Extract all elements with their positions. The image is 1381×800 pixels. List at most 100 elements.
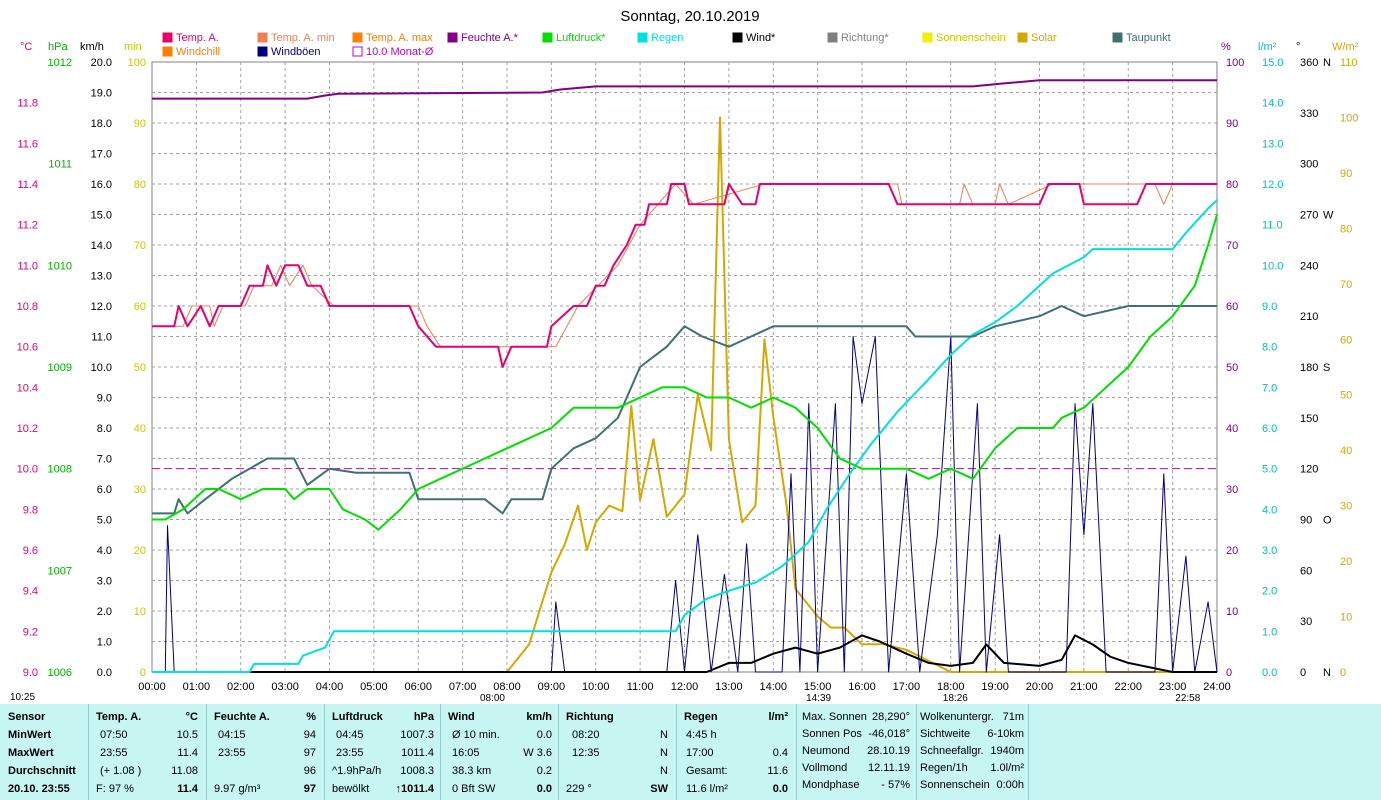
legend-swatch — [352, 46, 363, 57]
x-axis: 00:00 01:00 02:00 03:00 04:00 05:00 06:00 07:00… — [10, 681, 1231, 704]
tick-label-wm2: 0 — [1340, 667, 1346, 679]
tick-label-x: 17:00 — [893, 681, 921, 693]
cell: (+ 1.08 ) — [100, 765, 142, 777]
tick-label-x: 09:00 — [538, 681, 566, 693]
row-label: Durchschnitt — [8, 765, 76, 777]
unit-kmh: km/h — [80, 41, 104, 53]
hdr-druck-unit: hPa — [413, 711, 434, 723]
cell: Ø 10 min. — [452, 729, 500, 741]
tick-label-kmh: 7.0 — [97, 454, 112, 466]
cell: 0.0 — [536, 729, 552, 741]
marker-moon: 22:58 — [1175, 693, 1200, 704]
tick-label-kmh: 12.0 — [91, 301, 112, 313]
tick-label-kmh: 20.0 — [91, 57, 112, 69]
tick-label-deg: 330 — [1300, 108, 1318, 120]
cell: N — [660, 765, 668, 777]
tick-label-temp: 11.4 — [17, 179, 38, 191]
tick-label-temp: 10.6 — [17, 342, 38, 354]
unit-pct: % — [1221, 41, 1231, 53]
legend-swatch — [352, 32, 363, 43]
row-label: 20.10. 23:55 — [8, 783, 70, 795]
hdr-druck: Luftdruck — [332, 711, 383, 723]
tick-label-lm2: 12.0 — [1262, 179, 1283, 191]
tick-label-pct: 100 — [1226, 57, 1244, 69]
tick-label-kmh: 10.0 — [91, 362, 112, 374]
cell: 1.0l/m² — [990, 762, 1024, 774]
tick-label-x: 21:00 — [1070, 681, 1098, 693]
cell: 10.5 — [176, 729, 198, 741]
cell: 12:35 — [572, 747, 600, 759]
series-line-feuchte-a- — [152, 79, 1217, 100]
tick-label-wm2: 50 — [1340, 390, 1352, 402]
legend-label: Temp. A. max — [366, 32, 433, 44]
cell: 04:45 — [336, 729, 364, 741]
tick-label-kmh: 4.0 — [97, 545, 112, 557]
tick-label-temp: 9.0 — [23, 667, 38, 679]
tick-label-min: 70 — [134, 240, 146, 252]
tick-label-wm2: 100 — [1340, 112, 1358, 124]
tick-label-lm2: 11.0 — [1262, 220, 1283, 232]
legend-swatch — [162, 32, 173, 43]
cell: Vollmond — [802, 762, 848, 774]
cell: Sichtweite — [920, 728, 971, 740]
cell: ↑1011.4 — [395, 783, 434, 795]
cell: 97 — [303, 747, 316, 759]
tick-label-pct: 10 — [1226, 606, 1238, 618]
col-sun: Max. Sonnen 28,290° Sonnen Pos -46,018° Ne… — [796, 704, 917, 800]
series-line-luftdruck- — [152, 214, 1218, 531]
tick-label-wm2: 90 — [1340, 168, 1352, 180]
tick-label-temp: 11.8 — [17, 98, 38, 110]
cell: 0.0 — [536, 783, 552, 795]
legend-label: Feuchte A.* — [461, 32, 519, 44]
tick-label-min: 90 — [134, 118, 146, 130]
cell: Schneefallgr. — [920, 745, 984, 757]
cell: 229 ° — [566, 783, 592, 795]
col-misc: Wolkenuntergr. 71m Sichtweite 6-10km Schne… — [916, 704, 1029, 800]
cell: Gesamt: — [686, 765, 728, 777]
tick-label-dir: O — [1323, 515, 1332, 527]
legend-label: Richtung* — [841, 32, 889, 44]
hdr-regen-unit: l/m² — [768, 711, 788, 723]
tick-label-temp: 11.6 — [17, 138, 38, 150]
tick-label-dir: N — [1323, 667, 1331, 679]
cell: 1007.3 — [400, 729, 434, 741]
tick-label-x: 12:00 — [671, 681, 699, 693]
tick-label-wm2: 30 — [1340, 501, 1352, 513]
tick-label-hpa: 1006 — [48, 667, 72, 679]
tick-label-x: 11:00 — [627, 681, 654, 693]
hdr-feuchte-unit: % — [306, 711, 316, 723]
tick-label-x: 22:00 — [1114, 681, 1142, 693]
tick-label-deg: 360 — [1300, 57, 1318, 69]
tick-label-x: 13:00 — [715, 681, 743, 693]
tick-label-min: 0 — [140, 667, 146, 679]
tick-label-temp: 10.8 — [17, 301, 38, 313]
tick-label-min: 80 — [134, 179, 146, 191]
unit-lm2: l/m² — [1258, 41, 1277, 53]
hdr-wind: Wind — [448, 711, 475, 723]
cell: Neumond — [802, 745, 850, 757]
hdr-feuchte: Feuchte A. — [214, 711, 270, 723]
tick-label-lm2: 1.0 — [1262, 626, 1277, 638]
tick-label-pct: 50 — [1226, 362, 1238, 374]
cell: 11.6 — [767, 765, 788, 777]
row-label: MaxWert — [8, 747, 54, 759]
tick-label-lm2: 3.0 — [1262, 545, 1277, 557]
tick-label-temp: 9.8 — [23, 504, 38, 516]
cell: N — [660, 729, 668, 741]
cell: Wolkenuntergr. — [920, 711, 994, 723]
cell: ^1.9hPa/h — [332, 765, 382, 777]
tick-label-kmh: 1.0 — [97, 637, 112, 649]
tick-label-wm2: 70 — [1340, 279, 1352, 291]
tick-label-pct: 70 — [1226, 240, 1238, 252]
tick-label-hpa: 1007 — [48, 565, 72, 577]
row-label: MinWert — [8, 729, 52, 741]
tick-label-temp: 10.2 — [17, 423, 38, 435]
series-line-regen — [152, 199, 1218, 673]
cell: 07:50 — [100, 729, 128, 741]
tick-label-pct: 40 — [1226, 423, 1238, 435]
tick-label-kmh: 11.0 — [91, 332, 112, 344]
hdr-temp: Temp. A. — [96, 711, 142, 723]
tick-label-temp: 9.4 — [23, 586, 38, 598]
tick-label-min: 20 — [134, 545, 146, 557]
legend: Temp. A. Temp. A. min Temp. A. max Feuchte … — [162, 32, 1171, 58]
